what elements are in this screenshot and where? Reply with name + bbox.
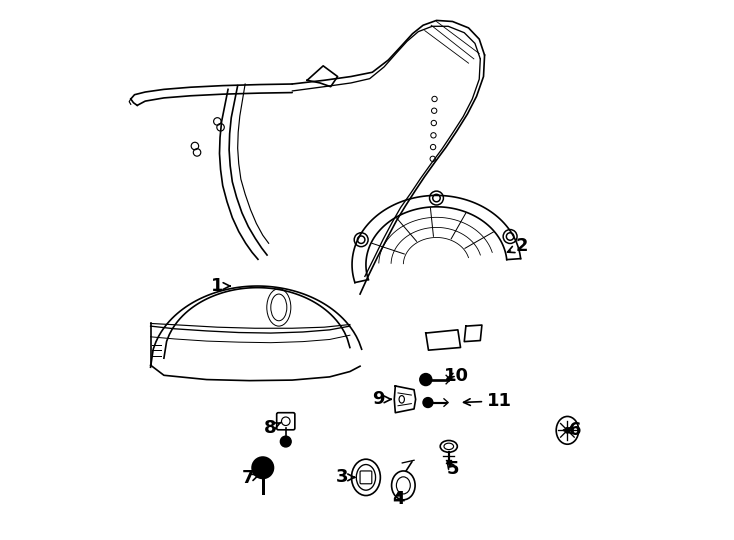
Text: 1: 1	[211, 277, 230, 295]
Circle shape	[423, 398, 433, 407]
Circle shape	[280, 436, 291, 447]
Text: 7: 7	[242, 469, 260, 488]
FancyBboxPatch shape	[360, 471, 372, 484]
FancyBboxPatch shape	[277, 413, 295, 430]
Text: 2: 2	[507, 237, 528, 255]
Text: 3: 3	[335, 468, 355, 487]
Text: 4: 4	[392, 490, 404, 508]
Circle shape	[564, 428, 570, 433]
Ellipse shape	[391, 471, 415, 500]
Text: 11: 11	[464, 392, 512, 410]
Circle shape	[420, 374, 432, 386]
Ellipse shape	[440, 441, 457, 452]
Text: 5: 5	[446, 460, 459, 478]
Text: 10: 10	[444, 367, 469, 385]
Text: 9: 9	[373, 390, 391, 408]
Text: 8: 8	[264, 418, 281, 437]
Ellipse shape	[352, 459, 380, 496]
Circle shape	[252, 457, 274, 478]
Ellipse shape	[556, 416, 578, 444]
Text: 6: 6	[564, 421, 581, 440]
